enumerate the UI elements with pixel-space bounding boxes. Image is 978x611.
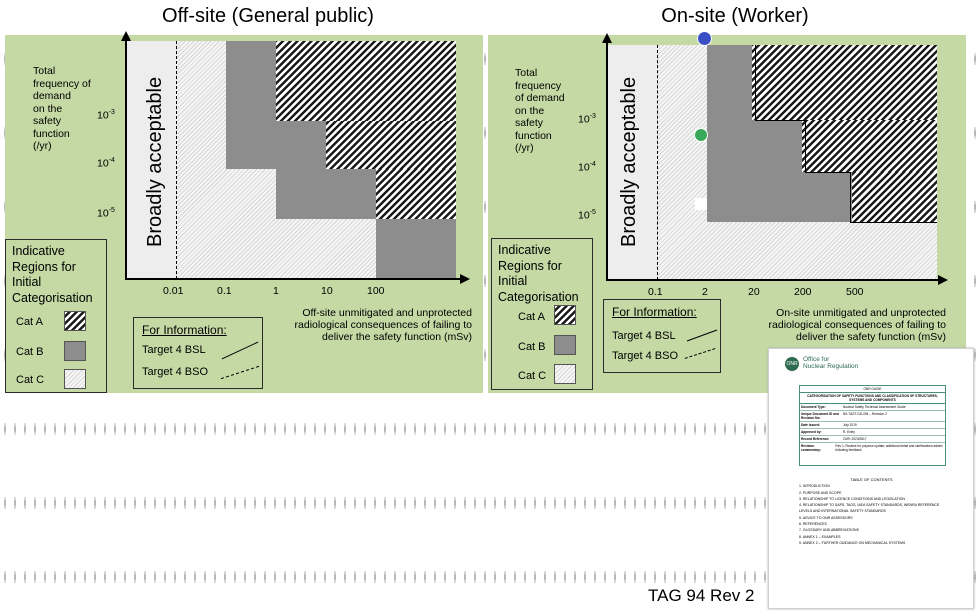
right-bsl-line	[805, 120, 806, 172]
left-legend: Indicative Regions for Initial Categoris…	[5, 239, 107, 393]
info-bso-label: Target 4 BSO	[612, 350, 679, 362]
info-bso-label: Target 4 BSO	[142, 366, 209, 378]
right-bsl-line	[755, 120, 805, 121]
right-x-axis-arrow	[938, 275, 948, 285]
left-x-tick: 0.1	[217, 285, 232, 297]
left-region-cat-a	[276, 41, 456, 121]
left-bso-line	[176, 41, 177, 279]
left-region-cat-b	[376, 219, 456, 279]
legend-cat-b-label: Cat B	[16, 346, 44, 358]
right-bsl-line	[850, 222, 937, 223]
blue-dot-marker[interactable]	[697, 31, 712, 46]
right-y-tick-1e-3: 10-3	[578, 113, 596, 126]
legend-title: Indicative Regions for Initial Categoris…	[12, 244, 93, 305]
left-region-cat-b	[326, 169, 376, 219]
left-y-axis-title: Total frequency of demand on the safety …	[33, 65, 91, 152]
right-white-marker	[695, 198, 707, 210]
legend-cat-c-label: Cat C	[16, 374, 45, 386]
right-legend: Indicative Regions for Initial Categoris…	[491, 238, 593, 390]
left-region-cat-b	[276, 121, 326, 219]
left-panel: Total frequency of demand on the safety …	[5, 31, 483, 393]
left-region-cat-a	[376, 169, 456, 219]
right-information-box: For Information: Target 4 BSL Target 4 B…	[603, 299, 721, 373]
right-y-axis-arrow	[602, 33, 612, 43]
info-title: For Information:	[142, 323, 227, 337]
right-bsl-line	[805, 172, 850, 173]
right-x-tick: 2	[702, 286, 708, 298]
legend-title: Indicative Regions for Initial Categoris…	[498, 243, 579, 304]
right-chart-title: On-site (Worker)	[650, 5, 820, 28]
left-x-axis-arrow	[460, 274, 470, 284]
legend-cat-a-label: Cat A	[16, 316, 43, 328]
right-bsl-line	[850, 172, 851, 222]
right-region-cat-a	[852, 172, 937, 222]
legend-cat-b-swatch	[64, 341, 86, 361]
left-chart-title: Off-site (General public)	[148, 5, 388, 28]
legend-cat-c-label: Cat C	[518, 370, 547, 382]
left-x-axis-title: Off-site unmitigated and unprotected rad…	[294, 307, 472, 343]
bsl-line-sample	[686, 329, 718, 342]
left-plot-area	[126, 41, 456, 279]
legend-cat-b-swatch	[554, 335, 576, 355]
right-y-axis	[606, 39, 608, 281]
right-bso-line	[657, 45, 658, 280]
right-y-tick-1e-4: 10-4	[578, 161, 596, 174]
bsl-line-sample	[221, 341, 259, 360]
green-dot-marker[interactable]	[694, 128, 708, 142]
info-bsl-label: Target 4 BSL	[612, 330, 676, 342]
legend-cat-c-swatch	[64, 369, 86, 389]
left-region-cat-b	[226, 41, 276, 169]
legend-cat-c-swatch	[554, 364, 576, 384]
right-y-axis-title: Total frequency of demand on the safety …	[515, 67, 565, 154]
left-y-tick-1e-4: 10-4	[97, 157, 115, 170]
left-x-axis	[125, 278, 460, 280]
left-y-tick-1e-5: 10-5	[97, 207, 115, 220]
left-y-axis	[125, 37, 127, 280]
left-region-cat-a	[326, 121, 456, 169]
left-y-tick-1e-3: 10-3	[97, 109, 115, 122]
doc-header-table: ONR GUIDE CATEGORISATION OF SAFETY FUNCT…	[799, 385, 946, 466]
left-broadly-acceptable-label: Broadly acceptable	[144, 76, 166, 247]
right-x-tick: 20	[748, 286, 760, 298]
left-x-tick: 0.01	[163, 285, 184, 297]
right-region-cat-a	[802, 120, 937, 172]
left-information-box: For Information: Target 4 BSL Target 4 B…	[133, 317, 263, 389]
legend-cat-a-swatch	[554, 305, 576, 325]
bso-line-sample	[684, 348, 716, 359]
right-x-tick: 500	[846, 286, 864, 298]
doc-contents: TABLE OF CONTENTS 1. INTRODUCTION 2. PUR…	[799, 477, 940, 545]
bso-line-sample	[220, 365, 260, 380]
right-x-tick: 0.1	[648, 286, 663, 298]
right-broadly-acceptable-label: Broadly acceptable	[618, 76, 640, 247]
right-y-tick-1e-5: 10-5	[578, 209, 596, 222]
right-bsl-line	[755, 45, 756, 120]
info-bsl-label: Target 4 BSL	[142, 344, 206, 356]
legend-cat-a-label: Cat A	[518, 311, 545, 323]
onr-logo-icon: ONR	[785, 357, 799, 371]
left-x-tick: 10	[321, 285, 333, 297]
right-panel: Total frequency of demand on the safety …	[488, 33, 966, 393]
legend-cat-a-swatch	[64, 311, 86, 331]
tag-label: TAG 94 Rev 2	[648, 586, 755, 605]
right-region-cat-a	[752, 45, 937, 120]
left-x-tick: 100	[367, 285, 385, 297]
right-plot-area	[607, 45, 937, 280]
tag-document-thumbnail[interactable]: ONR Office for Nuclear Regulation ONR GUI…	[768, 348, 974, 609]
left-y-axis-arrow	[121, 31, 131, 41]
right-x-axis	[606, 279, 939, 281]
legend-cat-b-label: Cat B	[518, 341, 546, 353]
doc-org-name: Office for Nuclear Regulation	[803, 356, 859, 370]
left-x-tick: 1	[273, 285, 279, 297]
right-x-axis-title: On-site unmitigated and unprotected radi…	[768, 307, 946, 343]
right-x-tick: 200	[794, 286, 812, 298]
info-title: For Information:	[612, 305, 697, 319]
